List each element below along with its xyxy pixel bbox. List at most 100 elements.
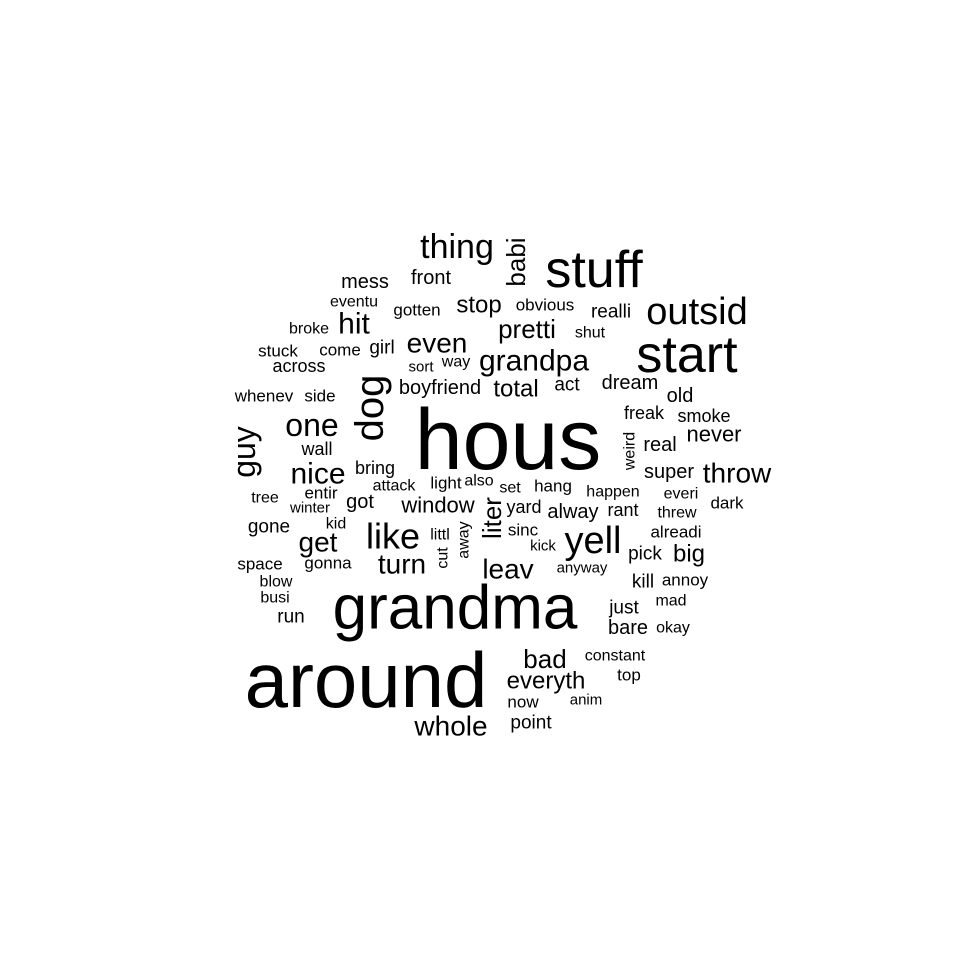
word-alway: alway [547,501,598,523]
word-away: away [456,521,473,558]
word-busi: busi [260,590,289,607]
word-dark: dark [710,494,744,513]
word-get: get [299,527,338,558]
word-weird: weird [622,432,639,471]
word-around: around [245,636,488,724]
word-way: way [441,354,470,371]
word-hous: hous [415,392,602,488]
word-littl: littl [430,527,450,544]
word-nice: nice [290,458,345,491]
word-whenev: whenev [234,387,294,406]
word-everyth: everyth [507,668,586,695]
word-like: like [366,516,420,557]
word-shut: shut [575,325,606,342]
word-liter: liter [477,497,507,539]
word-old: old [667,385,694,407]
word-cut: cut [435,547,452,569]
word-come: come [319,341,361,360]
word-never: never [686,422,741,447]
word-dog: dog [348,375,392,442]
word-grandpa: grandpa [479,345,589,378]
word-smoke: smoke [677,406,730,426]
word-across: across [272,356,325,376]
word-point: point [510,713,552,734]
word-stuff: stuff [545,241,643,299]
word-grandma: grandma [333,574,578,643]
word-front: front [411,267,451,289]
word-dream: dream [602,372,659,394]
word-gotten: gotten [393,301,440,320]
word-kid: kid [326,516,346,533]
word-tree: tree [251,490,279,507]
word-babi: babi [501,237,531,286]
word-top: top [617,666,641,685]
word-total: total [493,376,538,403]
word-thing: thing [420,228,494,266]
word-real: real [643,434,676,456]
word-sort: sort [408,359,434,376]
word-bad: bad [523,644,566,674]
word-super: super [644,461,694,483]
word-everi: everi [664,486,699,503]
word-kill: kill [632,572,654,593]
word-one: one [285,407,338,443]
word-guy: guy [226,426,262,478]
word-annoy: annoy [662,571,709,590]
word-yard: yard [506,497,541,517]
word-anim: anim [570,692,603,709]
word-light: light [430,474,461,493]
word-obvious: obvious [516,296,575,315]
word-got: got [346,491,374,513]
word-realli: realli [591,302,631,323]
word-bring: bring [355,458,395,478]
word-happen: happen [586,484,639,501]
word-boyfriend: boyfriend [399,377,481,399]
word-even: even [407,328,468,359]
word-outsid: outsid [646,291,747,333]
word-rant: rant [607,500,638,520]
word-now: now [507,693,539,712]
word-hang: hang [534,477,572,496]
word-freak: freak [624,403,665,423]
word-entir: entir [304,484,337,503]
word-also: also [464,473,493,490]
word-act: act [554,375,580,396]
word-alreadi: alreadi [650,523,701,542]
word-wall: wall [300,439,332,459]
word-constant: constant [585,648,646,665]
word-girl: girl [369,338,394,359]
word-mad: mad [655,593,686,610]
word-hit: hit [338,308,370,341]
word-window: window [400,493,474,518]
word-stuck: stuck [258,342,298,361]
word-whole: whole [413,711,487,742]
word-just: just [608,598,639,619]
word-eventu: eventu [330,294,378,311]
word-mess: mess [341,271,389,293]
word-set: set [499,480,521,497]
word-turn: turn [378,549,426,580]
word-broke: broke [289,321,329,338]
word-stop: stop [456,292,501,319]
word-gone: gone [248,517,290,538]
word-blow: blow [260,574,293,591]
word-kick: kick [530,538,556,555]
word-threw: threw [657,505,697,522]
word-leav: leav [482,554,533,585]
word-bare: bare [608,617,648,639]
word-big: big [673,541,705,568]
word-attack: attack [373,478,417,495]
word-sinc: sinc [508,521,539,540]
word-okay: okay [656,620,690,637]
word-start: start [636,326,738,384]
word-space: space [237,555,282,574]
word-pretti: pretti [498,314,556,344]
word-anyway: anyway [557,560,608,577]
word-yell: yell [564,520,621,562]
word-pick: pick [628,544,662,565]
word-side: side [304,387,335,406]
word-throw: throw [703,458,772,489]
word-gonna: gonna [304,554,352,573]
word-run: run [277,607,304,628]
